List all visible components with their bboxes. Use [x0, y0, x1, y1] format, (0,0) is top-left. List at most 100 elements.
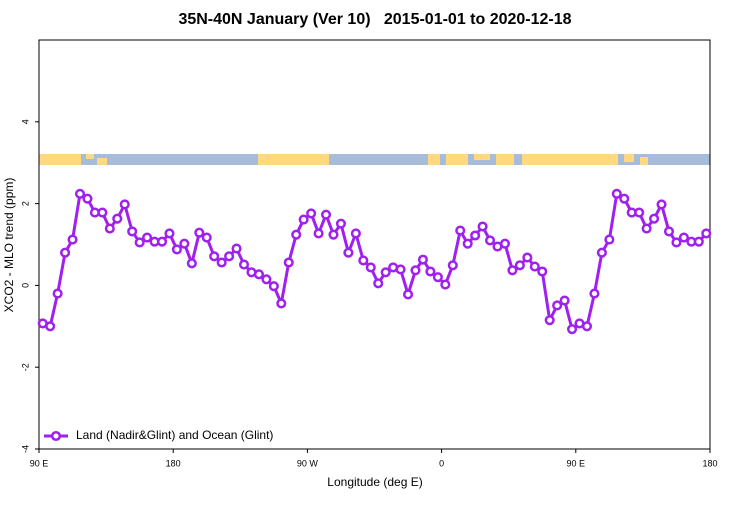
point	[544, 315, 555, 326]
point	[67, 234, 78, 245]
point	[320, 209, 332, 220]
point	[432, 272, 443, 283]
point	[410, 265, 421, 276]
point	[328, 229, 339, 240]
point	[604, 234, 615, 245]
legend-marker	[50, 430, 62, 442]
point	[201, 232, 212, 243]
point	[164, 228, 175, 239]
point	[119, 199, 130, 210]
point	[253, 269, 264, 280]
y-tick-label: 2	[20, 201, 30, 206]
point	[209, 251, 220, 262]
point	[507, 265, 518, 276]
point	[104, 223, 115, 234]
point	[343, 247, 354, 258]
point	[283, 257, 294, 268]
point	[522, 252, 533, 263]
x-axis-label: Longitude (deg E)	[327, 475, 422, 489]
point	[82, 193, 93, 204]
point	[335, 218, 347, 229]
x-tick-label: 90 W	[297, 458, 319, 468]
point	[462, 238, 473, 249]
point	[395, 264, 406, 275]
point	[663, 226, 675, 237]
point	[142, 232, 153, 243]
legend-label: Land (Nadir&Glint) and Ocean (Glint)	[76, 428, 273, 442]
point	[373, 278, 384, 289]
point	[231, 243, 242, 254]
point	[447, 260, 458, 271]
point	[156, 236, 168, 247]
point	[425, 266, 436, 277]
point	[440, 279, 451, 290]
point	[619, 193, 630, 204]
plot-frame	[38, 39, 711, 450]
y-axis-label: XCO2 - MLO trend (ppm)	[2, 178, 16, 313]
x-tick-label: 90 E	[30, 458, 49, 468]
point	[634, 207, 645, 218]
point	[291, 229, 302, 240]
point	[171, 244, 182, 255]
point	[455, 225, 466, 236]
point	[693, 236, 704, 247]
point	[306, 208, 317, 219]
x-tick-label: 180	[702, 458, 717, 468]
y-tick-label: -4	[20, 445, 30, 453]
point	[485, 235, 496, 246]
point	[313, 228, 324, 239]
point	[403, 289, 414, 300]
point	[134, 237, 145, 248]
point	[380, 267, 391, 278]
point	[97, 207, 108, 218]
point	[350, 228, 361, 239]
point	[45, 321, 56, 332]
point	[112, 213, 123, 224]
point	[589, 288, 600, 299]
chart-title: 35N-40N January (Ver 10) 2015-01-01 to 2…	[178, 11, 571, 28]
land-ocean-strip	[39, 154, 710, 165]
point	[276, 298, 287, 309]
point	[470, 230, 481, 241]
point	[186, 258, 197, 269]
point	[358, 255, 369, 266]
point	[656, 199, 667, 210]
series-line	[42, 191, 708, 332]
x-tick-label: 90 E	[567, 458, 586, 468]
point	[499, 238, 511, 249]
point	[678, 232, 689, 243]
point	[611, 188, 622, 199]
y-tick-label: 4	[20, 119, 30, 124]
point	[298, 214, 309, 225]
point	[127, 226, 138, 237]
point	[261, 274, 272, 285]
y-tick-label: -2	[20, 363, 30, 371]
point	[52, 288, 63, 299]
point	[529, 261, 540, 272]
point	[477, 221, 488, 232]
point	[537, 266, 548, 277]
point	[417, 254, 429, 265]
point	[641, 223, 652, 234]
point	[74, 188, 86, 199]
point	[596, 247, 607, 258]
point	[224, 251, 235, 262]
x-tick-label: 0	[439, 458, 444, 468]
point	[671, 237, 682, 248]
point	[365, 262, 376, 273]
point	[649, 213, 660, 224]
point	[216, 257, 227, 268]
point	[60, 247, 71, 258]
point	[238, 259, 250, 270]
x-tick-label: 180	[166, 458, 181, 468]
point	[567, 324, 578, 335]
point	[552, 300, 563, 311]
point	[194, 227, 205, 238]
point	[514, 260, 525, 271]
point	[179, 238, 190, 249]
point	[581, 321, 593, 332]
y-tick-label: 0	[20, 283, 30, 288]
point	[559, 295, 570, 306]
